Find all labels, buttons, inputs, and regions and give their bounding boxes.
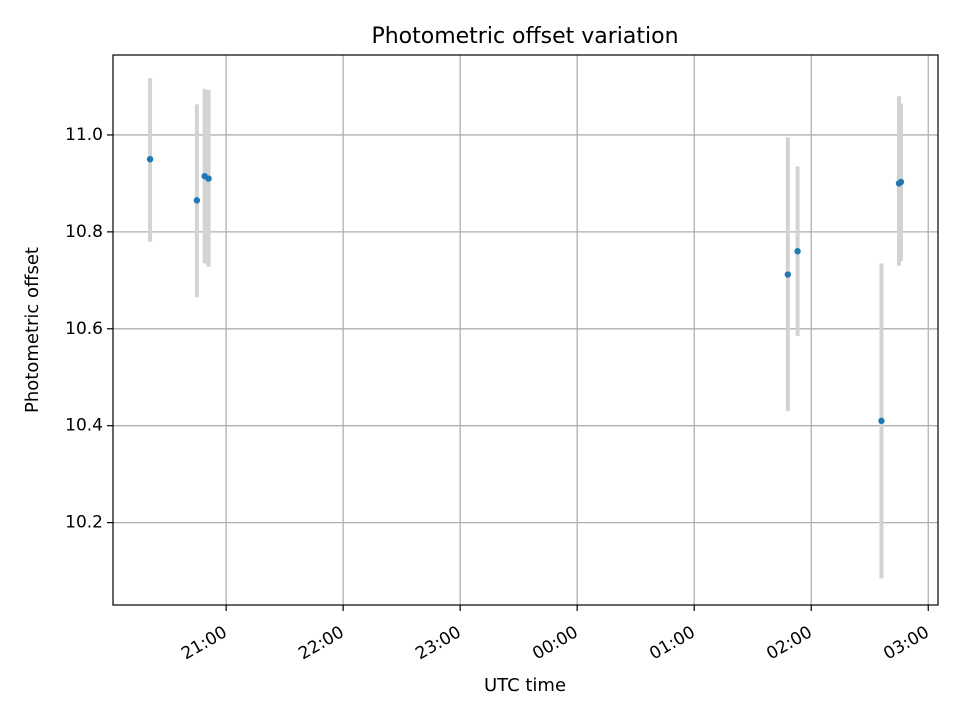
data-points — [146, 155, 905, 425]
y-axis-label: Photometric offset — [22, 247, 43, 413]
y-tick-label: 11.0 — [65, 125, 103, 145]
plot-background — [113, 55, 938, 605]
y-tick-label: 10.4 — [65, 416, 103, 436]
y-tick-label: 10.6 — [65, 319, 103, 339]
data-point — [794, 248, 801, 255]
data-point — [193, 197, 201, 204]
grid-lines — [113, 55, 938, 605]
chart-title: Photometric offset variation — [371, 24, 678, 49]
data-point — [146, 155, 154, 163]
data-point — [878, 417, 885, 425]
y-axis: 10.2 10.4 10.6 10.8 11.0 — [65, 125, 113, 533]
data-point — [205, 175, 212, 182]
data-point — [784, 271, 792, 278]
data-point — [897, 178, 905, 186]
plot-area — [112, 54, 939, 606]
plot-frame — [112, 54, 939, 606]
y-tick-label: 10.2 — [65, 513, 103, 533]
y-tick-label: 10.8 — [65, 222, 103, 242]
x-axis-label: UTC time — [484, 675, 566, 696]
